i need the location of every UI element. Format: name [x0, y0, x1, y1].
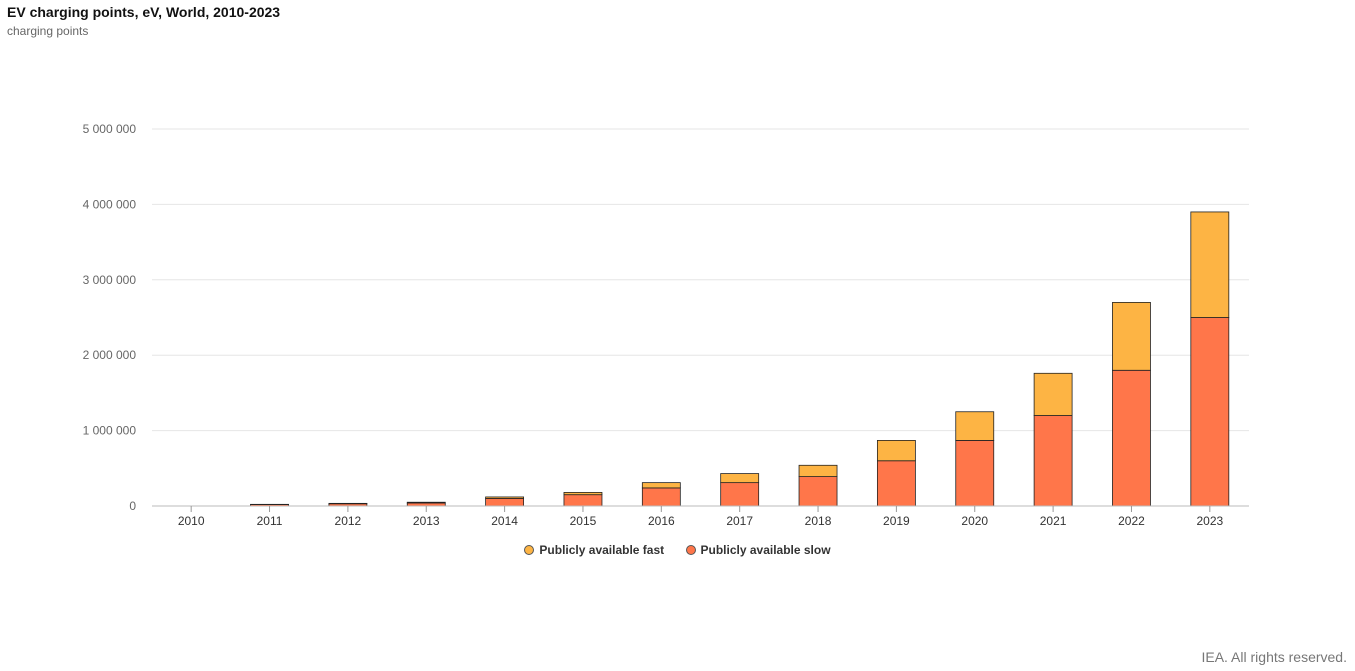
bar-slow [485, 498, 525, 507]
bar-slow [563, 494, 603, 507]
x-tick-label: 2014 [491, 514, 518, 528]
x-tick-label: 2020 [961, 514, 988, 528]
bar-slow [1112, 369, 1151, 507]
axis-layer: 0 1 000 000 2 000 000 3 000 000 4 000 000 5 0… [83, 122, 1249, 528]
x-tick-label: 2010 [178, 514, 205, 528]
legend-item-fast[interactable]: Publicly available fast [524, 543, 664, 557]
x-tick-label: 2015 [570, 514, 597, 528]
legend-label-fast: Publicly available fast [539, 543, 665, 557]
bar-slow [798, 476, 838, 507]
bar-fast [798, 464, 838, 477]
bar-slow [1033, 415, 1073, 507]
bar-fast [563, 492, 603, 496]
bar-fast [876, 440, 916, 462]
bar-fast [720, 473, 760, 484]
y-tick-label: 4 000 000 [83, 197, 137, 211]
x-tick-label: 2017 [726, 514, 753, 528]
legend-swatch-slow [685, 545, 696, 555]
y-tick-label: 5 000 000 [83, 122, 137, 136]
bar-slow [955, 440, 995, 507]
x-tick-label: 2016 [648, 514, 675, 528]
x-tick-label: 2022 [1118, 514, 1145, 528]
bar-fast [1190, 211, 1230, 318]
legend-item-slow[interactable]: Publicly available slow [685, 543, 831, 557]
bar-slow [641, 487, 681, 507]
y-tick-label: 2 000 000 [83, 348, 137, 362]
bar-fast [485, 496, 525, 499]
chart-title: EV charging points, eV, World, 2010-2023 [7, 4, 281, 20]
bar-slow [720, 482, 760, 507]
x-tick-label: 2011 [257, 514, 283, 528]
bar-slow [1190, 317, 1230, 507]
bar-fast [955, 411, 995, 441]
x-tick-label: 2012 [335, 514, 362, 528]
legend: Publicly available fast Publicly availab… [0, 543, 1355, 558]
x-tick-label: 2021 [1040, 514, 1067, 528]
y-tick-label: 3 000 000 [83, 273, 137, 287]
y-tick-label: 1 000 000 [83, 424, 137, 438]
grid-layer [152, 128, 1249, 432]
chart-subtitle: charging points [7, 24, 89, 38]
x-tick-label: 2019 [883, 514, 910, 528]
x-tick-label: 2013 [413, 514, 440, 528]
bar-fast [1033, 372, 1073, 416]
credit-text: IEA. All rights reserved. [1201, 649, 1347, 665]
bar-slow [876, 460, 916, 507]
legend-swatch-fast [524, 545, 535, 555]
x-tick-label: 2018 [805, 514, 832, 528]
bar-fast [641, 482, 681, 489]
bar-fast [406, 501, 446, 504]
bar-layer [171, 211, 1230, 507]
legend-label-slow: Publicly available slow [700, 543, 831, 557]
bar-fast [1112, 302, 1151, 371]
x-tick-label: 2023 [1196, 514, 1223, 528]
y-tick-label: 0 [129, 499, 136, 513]
